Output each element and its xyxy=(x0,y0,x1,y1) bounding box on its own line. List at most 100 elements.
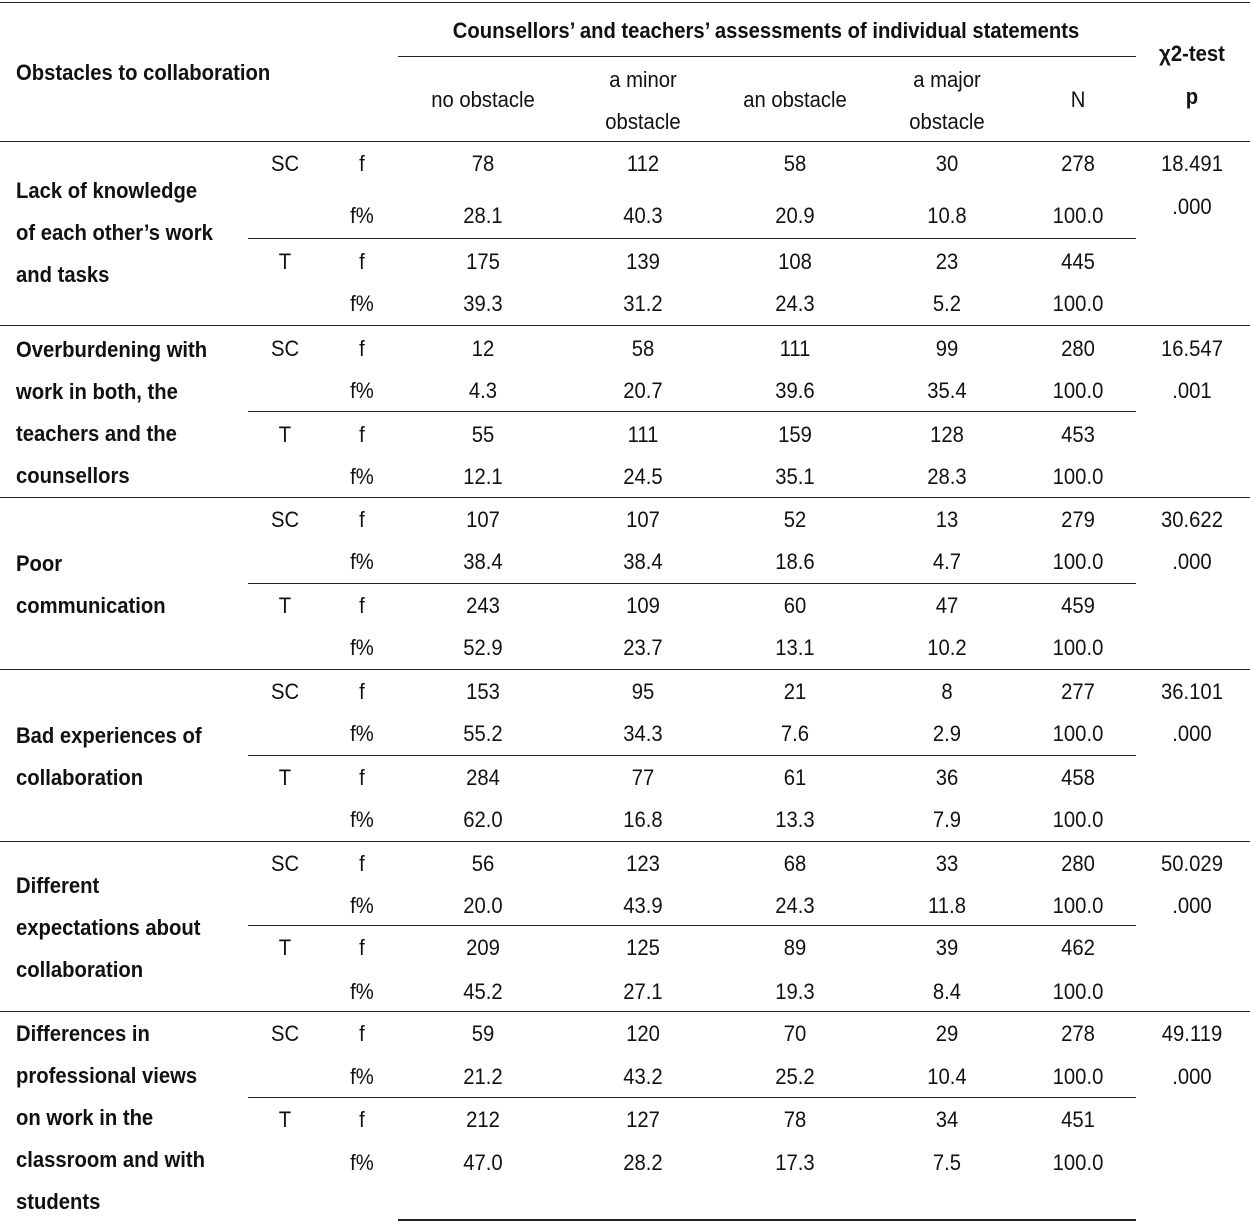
cell: 16.8 xyxy=(623,807,663,832)
sc-t-divider xyxy=(248,411,1136,412)
cell: 175 xyxy=(466,249,500,274)
group-rule xyxy=(0,1011,1250,1012)
cell: 24.5 xyxy=(623,464,663,489)
cell: 78 xyxy=(471,151,495,176)
header-rule xyxy=(0,141,1250,142)
cell: 47.0 xyxy=(463,1150,503,1175)
cell: 280 xyxy=(1061,336,1095,361)
cell: 10.8 xyxy=(927,203,967,228)
cell: 35.4 xyxy=(927,378,967,403)
fp-label: f% xyxy=(350,635,374,660)
cell: 18.6 xyxy=(775,549,815,574)
cell: 100.0 xyxy=(1052,979,1104,1004)
cell: 100.0 xyxy=(1052,721,1104,746)
cell: 128 xyxy=(930,422,964,447)
chi-header: χ2-test xyxy=(1159,41,1225,66)
f-label: f xyxy=(359,336,365,361)
cell: 28.3 xyxy=(927,464,967,489)
chi-value: 18.491 xyxy=(1161,151,1223,176)
sc-label: SC xyxy=(270,679,300,704)
cell: 20.7 xyxy=(623,378,663,403)
cell: 243 xyxy=(466,593,500,618)
sc-t-divider xyxy=(248,755,1136,756)
t-label: T xyxy=(278,935,292,960)
cell: 8 xyxy=(941,679,953,704)
col-minor-line2: obstacle xyxy=(605,109,681,134)
cell: 28.1 xyxy=(463,203,503,228)
sc-label: SC xyxy=(270,851,300,876)
cell: 8.4 xyxy=(932,979,962,1004)
f-label: f xyxy=(359,151,365,176)
group-rule xyxy=(0,497,1250,498)
fp-label: f% xyxy=(350,1150,374,1175)
cell: 60 xyxy=(783,593,807,618)
cell: 21 xyxy=(783,679,807,704)
cell: 11.8 xyxy=(928,893,966,918)
sc-t-divider xyxy=(248,925,1136,926)
cell: 34.3 xyxy=(623,721,663,746)
cell: 21.2 xyxy=(463,1064,503,1089)
t-label: T xyxy=(278,593,292,618)
cell: 52 xyxy=(783,507,807,532)
cell: 99 xyxy=(935,336,959,361)
cell: 159 xyxy=(778,422,812,447)
cell: 12.1 xyxy=(463,464,503,489)
cell: 451 xyxy=(1061,1107,1095,1132)
cell: 27.1 xyxy=(623,979,663,1004)
cell: 100.0 xyxy=(1052,464,1104,489)
p-value: .000 xyxy=(1172,194,1212,219)
cell: 13.1 xyxy=(775,635,815,660)
cell: 100.0 xyxy=(1052,549,1104,574)
fp-label: f% xyxy=(350,979,374,1004)
cell: 7.6 xyxy=(780,721,810,746)
cell: 78 xyxy=(783,1107,807,1132)
sc-t-divider xyxy=(248,583,1136,584)
fp-label: f% xyxy=(350,721,374,746)
cell: 59 xyxy=(471,1021,495,1046)
cell: 55.2 xyxy=(463,721,503,746)
cell: 34 xyxy=(935,1107,959,1132)
cell: 280 xyxy=(1061,851,1095,876)
f-label: f xyxy=(359,1021,365,1046)
cell: 4.3 xyxy=(468,378,498,403)
cell: 100.0 xyxy=(1052,1150,1104,1175)
assessments-rule xyxy=(398,56,1136,57)
group-rule xyxy=(0,325,1250,326)
cell: 89 xyxy=(783,935,807,960)
col-n: N xyxy=(1070,87,1086,112)
fp-label: f% xyxy=(350,807,374,832)
col-an-obstacle: an obstacle xyxy=(743,87,847,112)
cell: 127 xyxy=(626,1107,660,1132)
t-label: T xyxy=(278,765,292,790)
f-label: f xyxy=(359,593,365,618)
cell: 95 xyxy=(631,679,655,704)
cell: 58 xyxy=(631,336,655,361)
cell: 209 xyxy=(466,935,500,960)
chi-value: 36.101 xyxy=(1161,679,1223,704)
fp-label: f% xyxy=(350,549,374,574)
sc-label: SC xyxy=(270,507,300,532)
cell: 109 xyxy=(626,593,660,618)
cell: 277 xyxy=(1061,679,1095,704)
obstacle-label: Bad experiences of collaboration xyxy=(16,723,202,790)
top-rule xyxy=(0,2,1250,3)
cell: 100.0 xyxy=(1052,893,1104,918)
cell: 108 xyxy=(778,249,812,274)
group-rule xyxy=(0,841,1250,842)
obstacle-label: Differences in professional views on wor… xyxy=(16,1021,205,1214)
cell: 39.6 xyxy=(775,378,815,403)
cell: 100.0 xyxy=(1052,203,1104,228)
cell: 43.2 xyxy=(623,1064,663,1089)
f-label: f xyxy=(359,935,365,960)
obstacle-label: Different expectations about collaborati… xyxy=(16,873,201,982)
bottom-rule xyxy=(398,1219,1136,1221)
f-label: f xyxy=(359,422,365,447)
t-label: T xyxy=(278,422,292,447)
cell: 52.9 xyxy=(463,635,503,660)
cell: 139 xyxy=(626,249,660,274)
obstacles-header: Obstacles to collaboration xyxy=(16,60,271,85)
cell: 212 xyxy=(466,1107,500,1132)
cell: 100.0 xyxy=(1052,635,1104,660)
cell: 29 xyxy=(935,1021,959,1046)
cell: 30 xyxy=(935,151,959,176)
